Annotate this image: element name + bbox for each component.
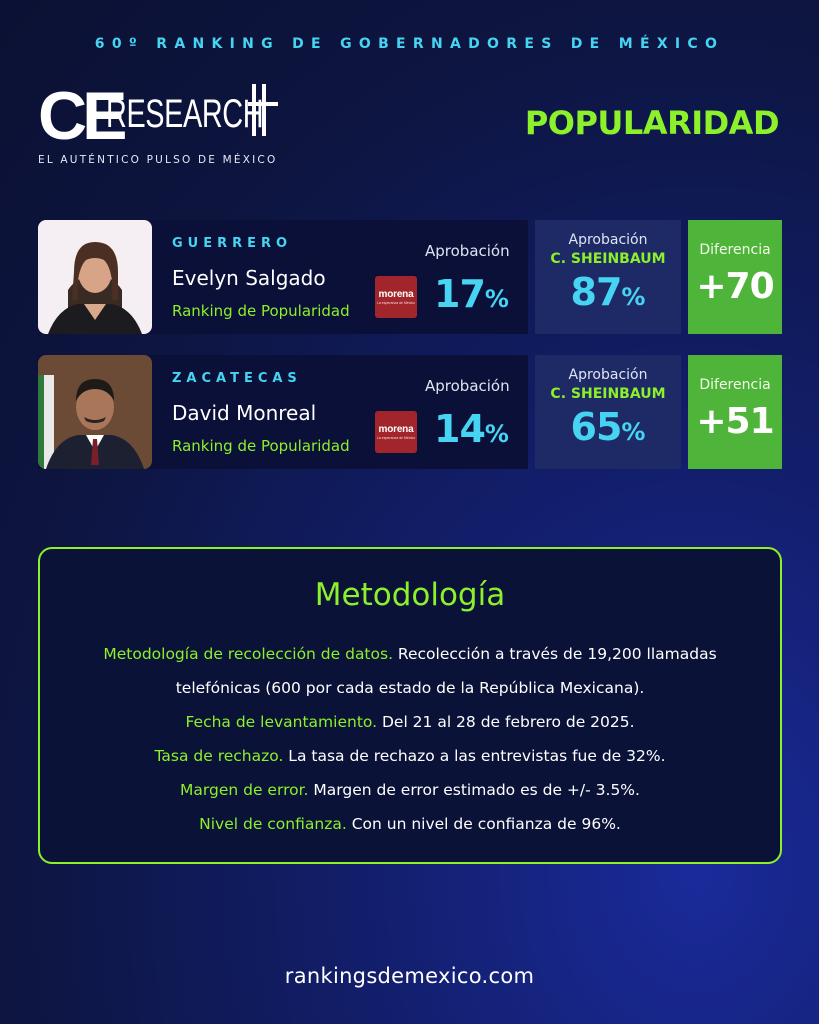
governor-photo [38, 220, 152, 334]
footer-website-link[interactable]: rankingsdemexico.com [284, 964, 535, 988]
methodology-item-text: Margen de error estimado es de +/- 3.5%. [308, 781, 640, 799]
morena-logo: morena La esperanza de México [375, 276, 417, 318]
difference-value: +51 [696, 401, 774, 442]
morena-logo-tagline: La esperanza de México [376, 301, 416, 305]
sheinbaum-label: Aprobación [568, 232, 648, 248]
ce-research-logo: CE RESEARCH EL AUTÉNTICO PULSO DE MÉXICO [38, 78, 278, 166]
methodology-item-label: Tasa de rechazo. [154, 747, 284, 765]
governor-name: David Monreal [172, 401, 317, 425]
governor-row-guerrero: GUERRERO Evelyn Salgado Ranking de Popul… [38, 220, 782, 334]
ranking-label: Ranking de Popularidad [172, 302, 350, 320]
sheinbaum-number: 65 [570, 405, 623, 449]
sheinbaum-value: 87% [535, 270, 681, 314]
sheinbaum-name: C. SHEINBAUM [550, 386, 666, 402]
governor-row-zacatecas: ZACATECAS David Monreal Ranking de Popul… [38, 355, 782, 469]
ranking-title: 60º RANKING DE GOBERNADORES DE MÉXICO [94, 36, 725, 52]
sheinbaum-label: Aprobación [568, 367, 648, 383]
approval-unit: % [484, 420, 509, 448]
governor-state: ZACATECAS [172, 371, 302, 386]
methodology-item: Metodología de recolección de datos. Rec… [60, 637, 760, 705]
methodology-item-label: Metodología de recolección de datos. [103, 645, 393, 663]
methodology-body: Metodología de recolección de datos. Rec… [60, 637, 760, 841]
difference-card: Diferencia +51 [688, 355, 782, 469]
methodology-item: Fecha de levantamiento. Del 21 al 28 de … [60, 705, 760, 739]
sheinbaum-name: C. SHEINBAUM [550, 251, 666, 267]
approval-label: Aprobación [425, 242, 510, 260]
methodology-item-text: Del 21 al 28 de febrero de 2025. [377, 713, 635, 731]
methodology-item-text: Con un nivel de confianza de 96%. [346, 815, 621, 833]
sheinbaum-number: 87 [570, 270, 623, 314]
ranking-label: Ranking de Popularidad [172, 437, 350, 455]
governor-name: Evelyn Salgado [172, 266, 326, 290]
difference-value: +70 [696, 266, 774, 307]
sheinbaum-card: Aprobación C. SHEINBAUM 87% [535, 220, 681, 334]
governor-state: GUERRERO [172, 236, 293, 251]
logo-bars-icon [248, 84, 278, 136]
difference-label: Diferencia [699, 242, 771, 258]
morena-logo: morena La esperanza de México [375, 411, 417, 453]
methodology-item-text: La tasa de rechazo a las entrevistas fue… [283, 747, 666, 765]
approval-number: 14 [434, 407, 486, 451]
sheinbaum-unit: % [621, 283, 646, 311]
sheinbaum-card: Aprobación C. SHEINBAUM 65% [535, 355, 681, 469]
governor-card: GUERRERO Evelyn Salgado Ranking de Popul… [38, 220, 528, 334]
governor-photo [38, 355, 152, 469]
section-title: POPULARIDAD [524, 104, 780, 142]
morena-logo-tagline: La esperanza de México [376, 436, 416, 440]
methodology-item-label: Fecha de levantamiento. [185, 713, 378, 731]
methodology-item: Margen de error. Margen de error estimad… [60, 773, 760, 807]
logo-tagline: EL AUTÉNTICO PULSO DE MÉXICO [38, 154, 278, 166]
methodology-item-label: Nivel de confianza. [199, 815, 347, 833]
approval-value: 14% [434, 407, 509, 451]
methodology-title: Metodología [314, 577, 506, 613]
methodology-box: Metodología Metodología de recolección d… [38, 547, 782, 864]
approval-value: 17% [434, 272, 509, 316]
difference-label: Diferencia [699, 377, 771, 393]
approval-unit: % [484, 285, 509, 313]
logo-research-text: RESEARCH [106, 92, 264, 136]
approval-number: 17 [434, 272, 486, 316]
morena-logo-word: morena [378, 424, 414, 435]
sheinbaum-unit: % [621, 418, 646, 446]
approval-label: Aprobación [425, 377, 510, 395]
governor-card: ZACATECAS David Monreal Ranking de Popul… [38, 355, 528, 469]
methodology-item-label: Margen de error. [180, 781, 309, 799]
methodology-item: Nivel de confianza. Con un nivel de conf… [60, 807, 760, 841]
methodology-item: Tasa de rechazo. La tasa de rechazo a la… [60, 739, 760, 773]
sheinbaum-value: 65% [535, 405, 681, 449]
morena-logo-word: morena [378, 289, 414, 300]
methodology-item-text: Recolección a través de 19,200 llamadas … [175, 645, 717, 697]
difference-card: Diferencia +70 [688, 220, 782, 334]
logo-ce-text: CE [38, 78, 127, 154]
